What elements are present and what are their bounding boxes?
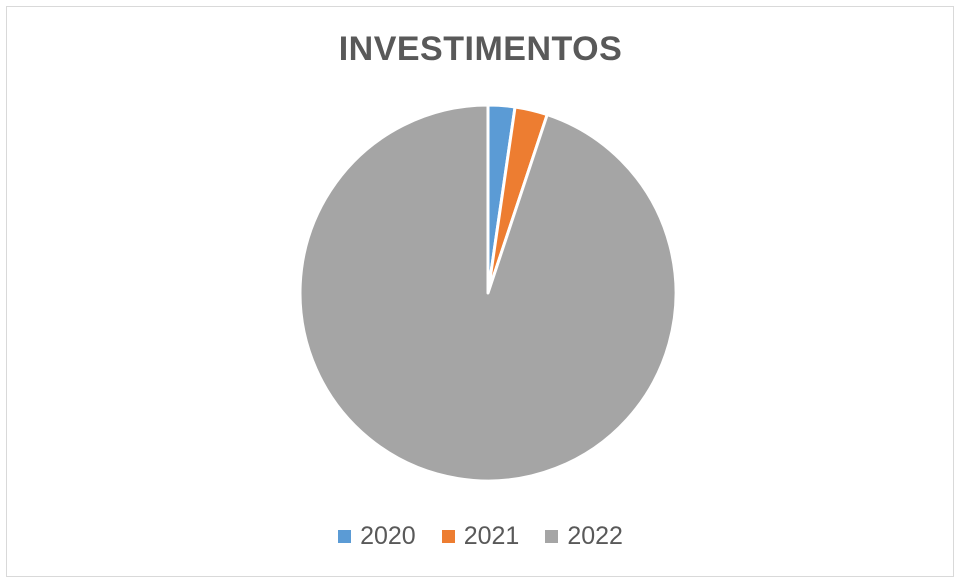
legend-swatch-2022: [545, 530, 559, 543]
legend-swatch-2020: [338, 530, 352, 543]
legend-item-2022: 2022: [545, 522, 623, 551]
legend-swatch-2021: [441, 530, 455, 543]
chart-title: INVESTIMENTOS: [338, 30, 623, 68]
legend-label-2022: 2022: [567, 522, 623, 550]
chart-legend: 2020 2021 2022: [0, 522, 961, 551]
legend-label-2020: 2020: [360, 522, 416, 550]
legend-item-2020: 2020: [338, 522, 416, 551]
legend-item-2021: 2021: [441, 522, 520, 551]
pie-slice-2022: [298, 103, 678, 483]
legend-label-2021: 2021: [463, 522, 520, 550]
